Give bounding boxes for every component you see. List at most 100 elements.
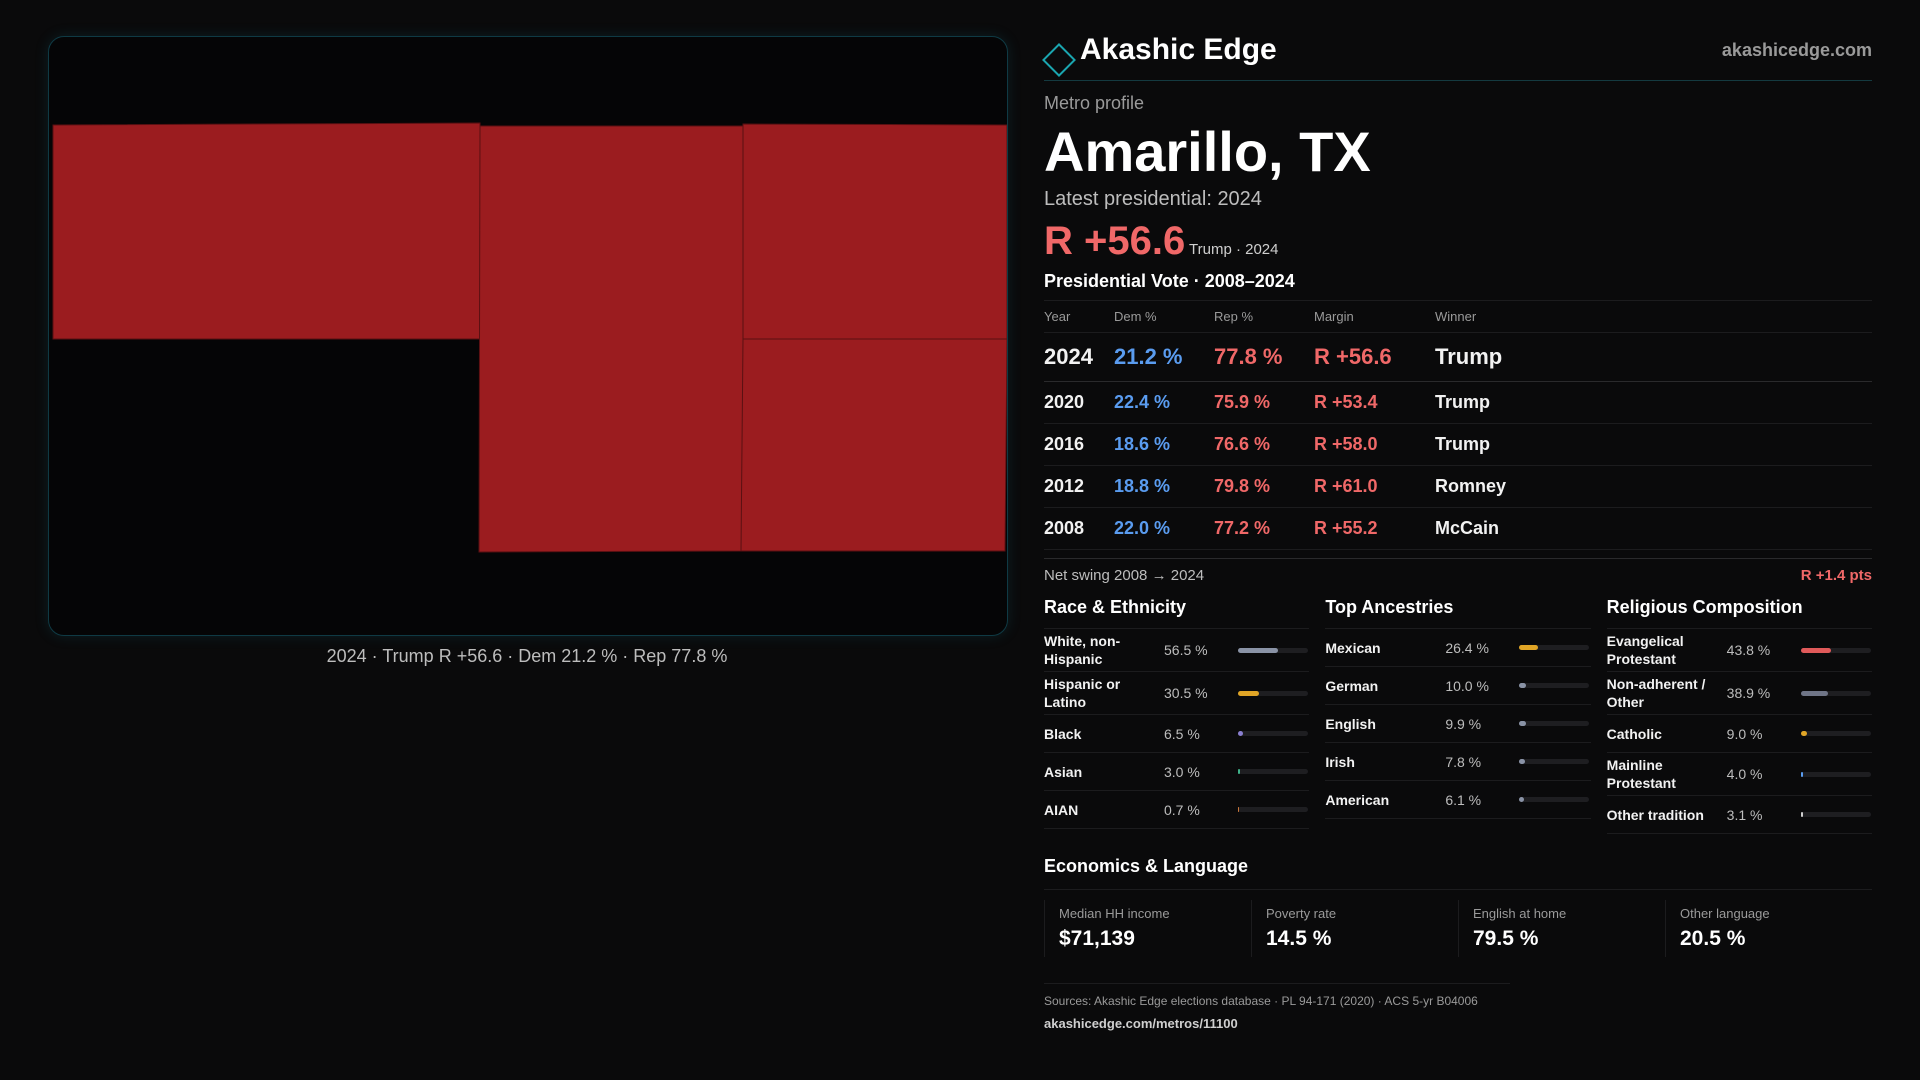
county-shapes (52, 122, 1007, 553)
ancestry-bar (1519, 797, 1590, 802)
ancestry-bar (1519, 645, 1590, 650)
col-margin: Margin (1314, 301, 1435, 333)
race-bar (1238, 647, 1308, 653)
dem-cell: 18.8 % (1114, 465, 1214, 508)
religion-row: Non-adherent / Other 38.9 % (1606, 672, 1872, 715)
race-bar-fill (1238, 769, 1241, 774)
ancestry-percent: 6.1 % (1445, 791, 1482, 808)
religion-percent: 43.8 % (1726, 642, 1771, 658)
race-percent: 30.5 % (1164, 685, 1208, 701)
ancestry-row: American 6.1 % (1325, 781, 1591, 819)
dem-cell: 21.2 % (1114, 332, 1214, 382)
margin-cell: R +61.0 (1314, 465, 1435, 508)
margin-cell: R +56.6 (1314, 332, 1435, 382)
brand-name: Akashic Edge (1080, 33, 1277, 66)
county-shape[interactable] (742, 123, 1007, 340)
religion-bar (1800, 812, 1871, 817)
dem-cell: 22.4 % (1114, 381, 1214, 424)
race-percent: 6.5 % (1164, 725, 1200, 742)
ancestry-bar-fill (1519, 797, 1524, 802)
race-row: Black 6.5 % (1044, 715, 1310, 753)
religion-percent: 9.0 % (1726, 725, 1763, 742)
metro-map[interactable] (48, 36, 1008, 636)
site-link[interactable]: akashicedge.com (1721, 40, 1872, 60)
year-cell: 2008 (1044, 507, 1114, 550)
ancestry-label: American (1325, 791, 1390, 808)
ancestry-bar-fill (1519, 759, 1525, 764)
year-cell: 2012 (1044, 465, 1114, 508)
headline-margin: R +56.6 Trump · 2024 (1044, 219, 1872, 265)
ancestry-label: Irish (1325, 753, 1355, 770)
ancestry-percent: 26.4 % (1445, 639, 1489, 656)
race-label: Asian (1044, 763, 1083, 780)
race-label: Hispanic or Latino (1044, 676, 1121, 710)
kpi-value: 20.5 % (1680, 927, 1746, 950)
table-row: 2024 21.2 % 77.8 % R +56.6 Trump (1044, 332, 1872, 382)
margin-cell: R +58.0 (1314, 423, 1435, 466)
col-winner: Winner (1435, 301, 1872, 333)
religion-bar (1800, 771, 1871, 777)
table-row: 2020 22.4 % 75.9 % R +53.4 Trump (1044, 381, 1872, 424)
race-bar (1238, 731, 1308, 736)
ancestry-row: Irish 7.8 % (1325, 743, 1591, 781)
brand-bar: Akashic Edge akashicedge.com (1042, 33, 1872, 81)
ancestry-label: German (1325, 677, 1379, 694)
religion-bar-fill (1800, 812, 1803, 817)
rep-cell: 77.2 % (1214, 507, 1314, 550)
net-swing-value: R +1.4 pts (1800, 567, 1872, 584)
year-cell: 2020 (1044, 381, 1114, 424)
ancestry-bar-fill (1519, 721, 1527, 726)
table-row: 2016 18.6 % 76.6 % R +58.0 Trump (1044, 423, 1872, 466)
margin-cell: R +53.4 (1314, 381, 1435, 424)
metro-url-link[interactable]: akashicedge.com/metros/11100 (1044, 1016, 1238, 1031)
religion-row: Catholic 9.0 % (1606, 715, 1872, 753)
dem-cell: 18.6 % (1114, 423, 1214, 466)
vote-table-header: Year Dem % Rep % Margin Winner (1044, 301, 1872, 333)
religion-bar (1800, 731, 1871, 736)
race-row: AIAN 0.7 % (1044, 791, 1310, 829)
religion-label: Other tradition (1606, 806, 1704, 823)
religion-bar-fill (1800, 771, 1804, 777)
vote-table: Year Dem % Rep % Margin Winner 2024 21.2… (1044, 301, 1872, 550)
demographics: Race & Ethnicity White, non-Hispanic 56.5… (1044, 597, 1872, 834)
religion-label: Evangelical Protestant (1606, 633, 1684, 667)
religion-bar (1800, 647, 1871, 653)
race-bar-fill (1238, 647, 1278, 653)
ancestry-bar (1519, 759, 1590, 764)
kpi-value: 14.5 % (1266, 927, 1332, 950)
latest-presidential-label: Latest presidential: 2024 (1044, 188, 1262, 210)
ancestry-label: English (1325, 715, 1376, 732)
rep-cell: 79.8 % (1214, 465, 1314, 508)
kpi-label: Poverty rate (1266, 906, 1337, 921)
winner-cell: Trump (1435, 423, 1872, 466)
religion-bar-fill (1800, 690, 1828, 696)
religion-row: Evangelical Protestant 43.8 % (1606, 629, 1872, 672)
kpi-other-language: Other language 20.5 % (1665, 900, 1850, 957)
vote-section-title: Presidential Vote · 2008–2024 (1044, 271, 1872, 301)
county-shape[interactable] (740, 338, 1007, 552)
race-bar (1238, 807, 1308, 812)
econ-section-title: Economics & Language (1044, 856, 1872, 890)
race-row: Asian 3.0 % (1044, 753, 1310, 791)
religion-bar-fill (1800, 647, 1832, 653)
religion-percent: 3.1 % (1726, 806, 1763, 823)
profile-panel: Akashic Edge akashicedge.com Metro profi… (1042, 33, 1872, 1031)
ancestry-section-title: Top Ancestries (1325, 597, 1591, 629)
ancestry-bar (1519, 721, 1590, 726)
kpi-english-at-home: English at home 79.5 % (1458, 900, 1643, 957)
religion-row: Mainline Protestant 4.0 % (1606, 753, 1872, 796)
county-shape[interactable] (52, 122, 481, 340)
religion-bar-fill (1800, 731, 1807, 736)
ancestry-percent: 9.9 % (1445, 715, 1482, 732)
diamond-logo-icon (1042, 43, 1076, 77)
religion-bar (1800, 690, 1871, 696)
winner-cell: Trump (1435, 381, 1872, 424)
rep-cell: 75.9 % (1214, 381, 1314, 424)
race-label: AIAN (1044, 801, 1079, 818)
net-swing: Net swing 2008 → 2024 R +1.4 pts (1044, 558, 1872, 587)
religion-section-title: Religious Composition (1606, 597, 1872, 629)
margin-cell: R +55.2 (1314, 507, 1435, 550)
ancestry-bar (1519, 683, 1590, 688)
ancestry-row: German 10.0 % (1325, 667, 1591, 705)
county-shape[interactable] (478, 125, 744, 553)
